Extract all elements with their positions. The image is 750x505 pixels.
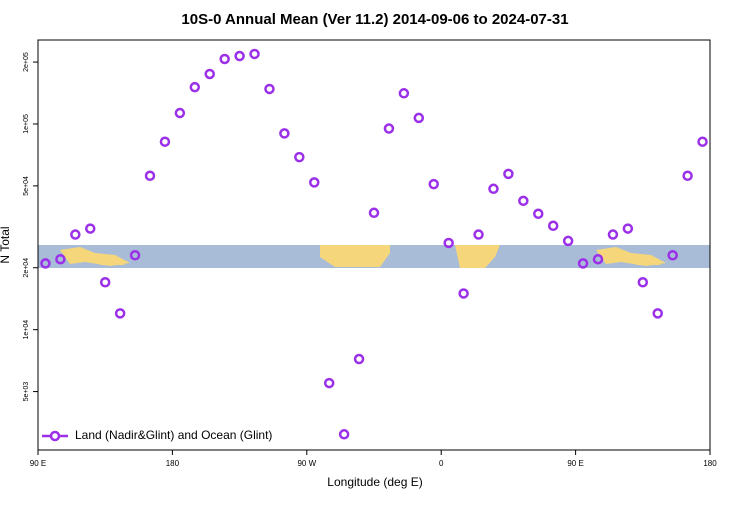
- point: [562, 235, 574, 247]
- point: [413, 112, 425, 124]
- y-tick-label: 2e+04: [23, 258, 30, 278]
- point: [368, 207, 380, 219]
- x-tick-label: 90 E: [567, 459, 583, 468]
- x-tick-label: 180: [703, 459, 717, 468]
- point: [294, 151, 305, 163]
- point: [323, 377, 335, 389]
- point: [204, 68, 215, 80]
- point: [309, 177, 320, 188]
- x-axis-label: Longitude (deg E): [327, 475, 422, 489]
- point: [383, 123, 395, 134]
- point: [338, 429, 350, 440]
- point: [428, 178, 439, 190]
- point: [622, 223, 634, 234]
- y-tick-label: 1e+05: [23, 114, 30, 134]
- legend-label: Land (Nadir&Glint) and Ocean (Glint): [75, 428, 272, 442]
- point: [85, 223, 96, 234]
- point: [249, 48, 260, 60]
- point: [443, 237, 454, 249]
- point: [129, 250, 141, 261]
- point: [503, 168, 514, 180]
- y-tick-label: 5e+03: [23, 382, 30, 402]
- point: [55, 253, 66, 265]
- point: [144, 170, 156, 182]
- point: [398, 88, 410, 99]
- point: [533, 208, 544, 220]
- point: [697, 136, 708, 147]
- point: [174, 107, 186, 119]
- point: [667, 250, 678, 261]
- x-tick-label: 90 E: [30, 459, 46, 468]
- legend-marker: [49, 430, 61, 442]
- map-band: [38, 245, 710, 268]
- point: [219, 53, 230, 65]
- x-tick-label: 180: [166, 459, 180, 468]
- point: [637, 277, 649, 288]
- point: [592, 253, 604, 265]
- plot-frame: [37, 39, 711, 451]
- point: [652, 308, 663, 319]
- y-axis-label: N Total: [0, 226, 12, 263]
- point: [488, 183, 499, 195]
- point: [607, 229, 619, 240]
- chart-title: 10S-0 Annual Mean (Ver 11.2) 2014-09-06 …: [181, 11, 568, 28]
- point: [682, 170, 693, 182]
- y-tick-label: 5e+04: [23, 176, 30, 196]
- y-tick-label: 1e+04: [23, 320, 30, 340]
- point: [159, 136, 171, 147]
- point: [40, 258, 51, 269]
- point: [70, 229, 81, 240]
- point: [577, 258, 589, 269]
- point: [189, 81, 201, 93]
- point: [473, 229, 484, 240]
- point: [279, 128, 290, 139]
- x-tick-label: 90 W: [297, 459, 316, 468]
- point: [114, 308, 126, 319]
- point: [547, 220, 559, 232]
- x-tick-label: 0: [439, 459, 444, 468]
- point: [353, 353, 365, 365]
- point: [458, 288, 469, 299]
- y-tick-label: 2e+05: [23, 52, 30, 72]
- point: [518, 195, 529, 207]
- point: [234, 50, 245, 62]
- point: [264, 83, 275, 95]
- point: [99, 277, 111, 288]
